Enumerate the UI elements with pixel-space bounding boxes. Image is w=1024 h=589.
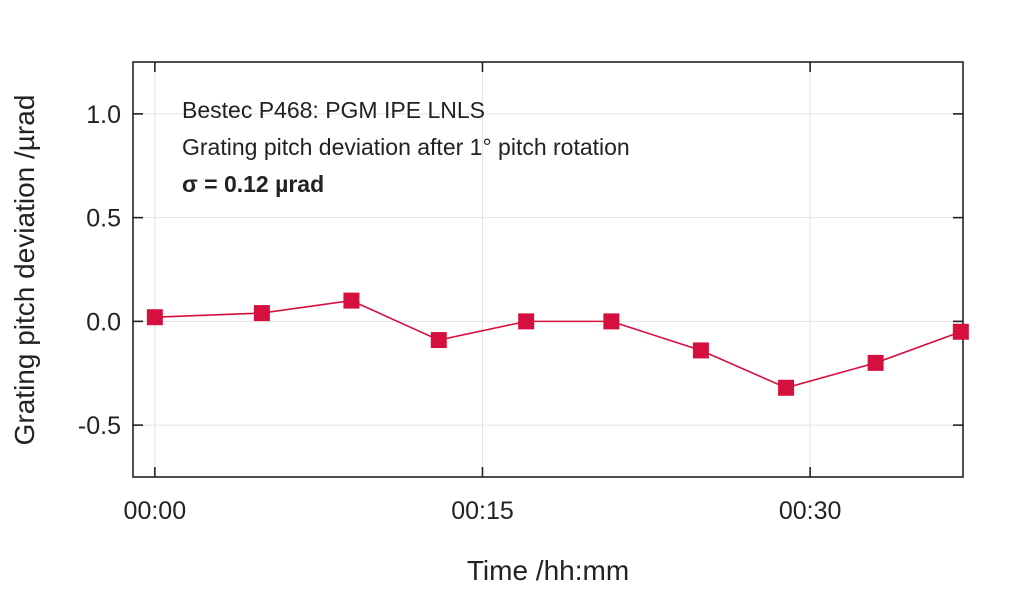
data-point <box>430 332 447 349</box>
series-line <box>154 299 962 389</box>
x-tick-label: 00:00 <box>124 497 187 525</box>
data-point <box>692 342 709 359</box>
annotation-sigma: σ = 0.12 µrad <box>182 171 324 197</box>
y-tick-label: 1.0 <box>86 101 121 129</box>
annotation-description: Grating pitch deviation after 1° pitch r… <box>182 134 630 160</box>
x-axis-tick-labels: 00:00 00:15 00:30 <box>124 497 842 525</box>
data-point <box>603 313 620 330</box>
y-tick-label: -0.5 <box>78 412 121 440</box>
x-tick-label: 00:30 <box>779 497 842 525</box>
y-axis-tick-labels: 1.0 0.5 0.0 -0.5 <box>78 101 121 440</box>
y-tick-label: 0.5 <box>86 205 121 233</box>
plot-frame <box>132 61 964 478</box>
data-point <box>867 354 884 371</box>
data-point <box>146 309 163 326</box>
annotation-instrument: Bestec P468: PGM IPE LNLS <box>182 97 485 123</box>
grid <box>133 62 963 477</box>
axis-ticks <box>133 62 963 477</box>
data-point <box>518 313 535 330</box>
data-point <box>778 379 795 396</box>
x-axis-title: Time /hh:mm <box>467 555 629 586</box>
x-tick-label: 00:15 <box>451 497 514 525</box>
data-point <box>343 292 360 309</box>
data-series <box>146 292 969 396</box>
y-axis-title: Grating pitch deviation /µrad <box>9 95 40 446</box>
data-point <box>253 305 270 322</box>
data-point <box>952 323 969 340</box>
y-tick-label: 0.0 <box>86 308 121 336</box>
